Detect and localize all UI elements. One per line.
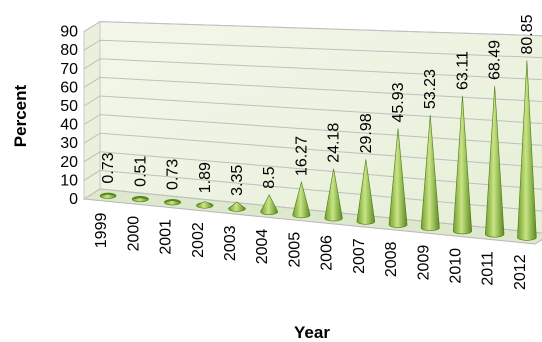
data-label: 0.51: [132, 156, 149, 187]
bar-cone: [99, 193, 117, 199]
bar-cone: [356, 159, 376, 225]
bar-cone: [131, 197, 149, 203]
y-tick-label: 50: [60, 98, 78, 115]
data-label: 1.89: [197, 162, 214, 193]
x-tick-label: 2000: [125, 216, 142, 252]
x-tick-label: 2008: [383, 241, 400, 277]
data-label: 29.98: [358, 113, 375, 153]
y-axis-title: Percent: [11, 84, 30, 147]
y-tick-label: 0: [69, 191, 78, 208]
x-tick-label: 2004: [254, 229, 271, 265]
data-label: 45.93: [390, 82, 407, 122]
gridline: [83, 21, 542, 37]
bar-cone: [163, 200, 182, 206]
data-label: 24.18: [326, 123, 343, 163]
y-tick-label: 20: [60, 154, 78, 171]
bar-cone: [388, 128, 408, 228]
x-tick-label: 1999: [93, 213, 110, 249]
bar-cone: [324, 168, 343, 222]
y-tick-label: 40: [60, 117, 78, 134]
gridline: [83, 58, 542, 81]
x-tick-label: 2007: [351, 238, 368, 274]
gridline: [83, 95, 542, 124]
bar-cone: [292, 180, 311, 219]
x-tick-label: 2005: [286, 232, 303, 268]
bar-cone: [196, 201, 214, 209]
bar-cone: [517, 60, 537, 241]
y-tick-label: 80: [60, 42, 78, 59]
x-tick-label: 2002: [190, 222, 207, 258]
x-axis-title: Year: [294, 323, 330, 342]
x-tick-label: 2009: [415, 245, 432, 281]
data-label: 80.85: [519, 14, 536, 54]
data-label: 3.35: [229, 165, 246, 196]
bar-cone: [452, 95, 472, 235]
x-tick-label: 2006: [319, 235, 336, 271]
data-label: 63.11: [454, 51, 471, 90]
gridline: [83, 76, 542, 103]
y-tick-label: 90: [60, 24, 78, 41]
y-tick-label: 70: [60, 61, 78, 78]
x-tick-label: 2012: [512, 254, 529, 290]
x-tick-label: 2010: [447, 248, 464, 284]
data-label: 8.5: [261, 166, 278, 188]
y-tick-label: 30: [60, 135, 78, 152]
x-tick-label: 2011: [480, 251, 497, 286]
y-tick-label: 10: [60, 172, 78, 189]
data-label: 68.49: [487, 40, 504, 80]
bar-cone: [228, 201, 246, 212]
gridline: [83, 114, 542, 146]
data-label: 0.73: [165, 159, 182, 190]
data-label: 0.73: [100, 152, 117, 183]
x-tick-label: 2001: [158, 219, 175, 255]
bar-cone: [420, 115, 440, 232]
bar-cone: [260, 194, 279, 215]
bar-cone: [485, 85, 505, 238]
data-label: 53.23: [422, 69, 439, 109]
x-tick-label: 2003: [222, 225, 239, 261]
data-label: 16.27: [293, 136, 310, 176]
y-tick-label: 60: [60, 79, 78, 96]
gridline: [83, 39, 542, 59]
